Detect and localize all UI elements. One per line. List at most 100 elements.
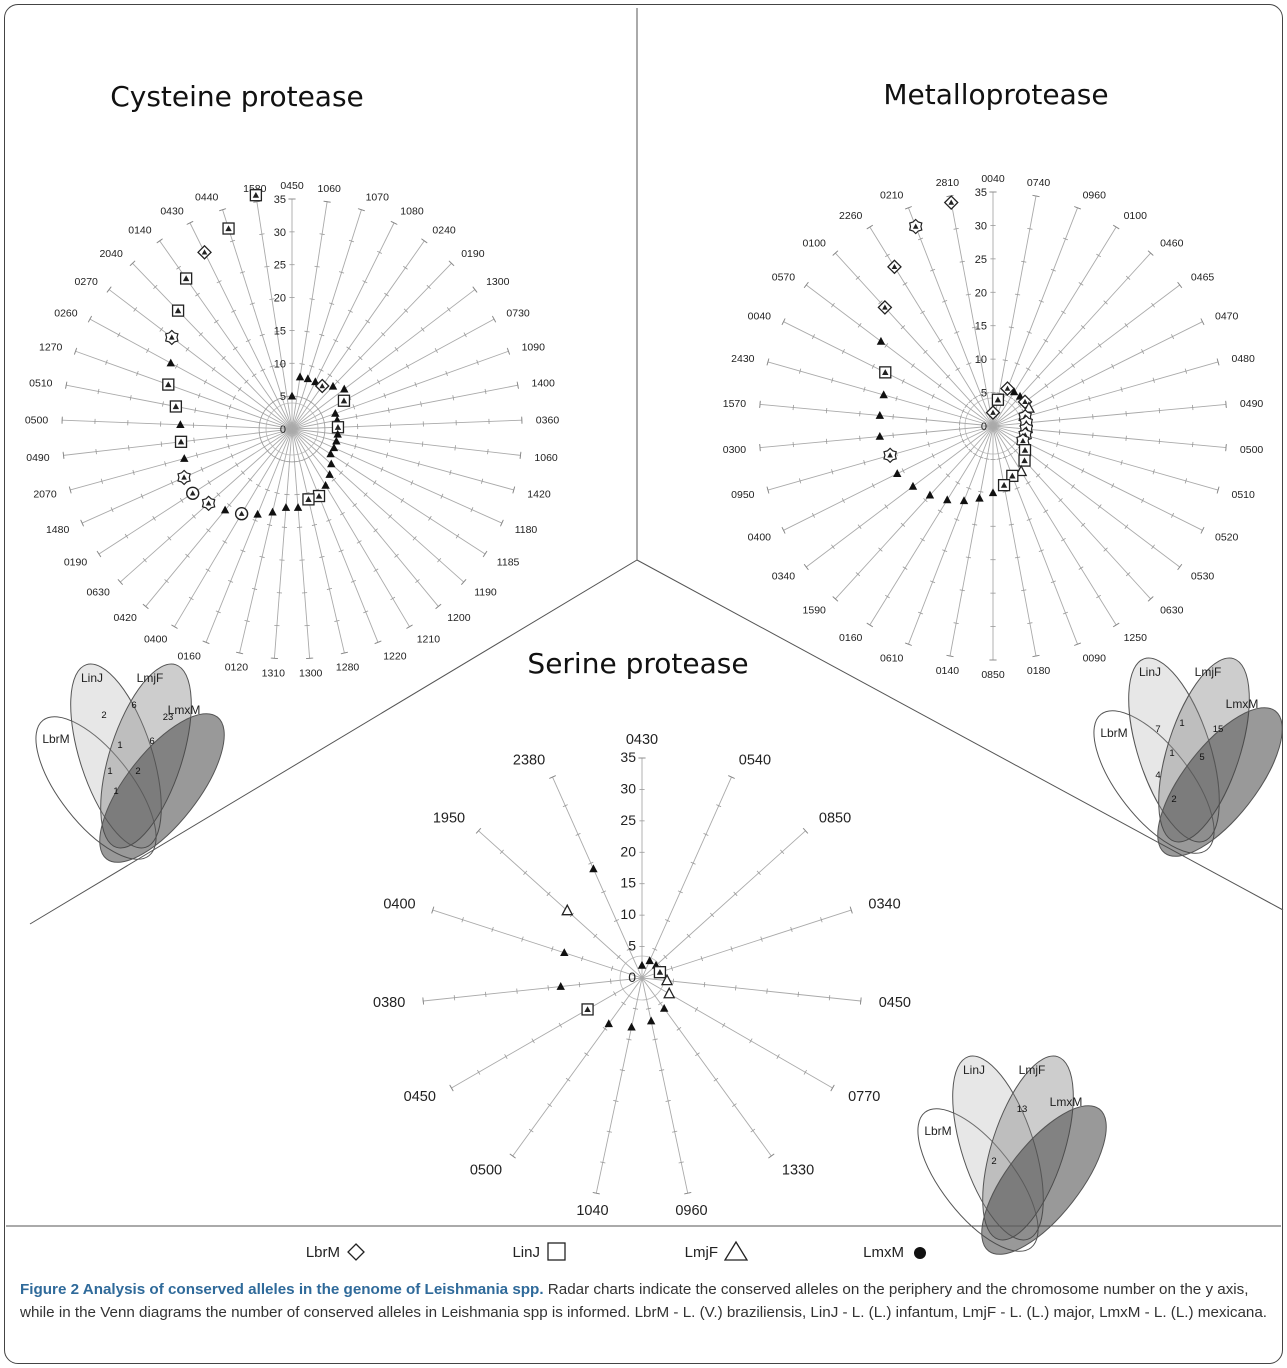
radar-point (879, 366, 892, 379)
radar-tick (299, 396, 305, 399)
radar-axis-tick: 25 (620, 812, 636, 828)
radar-tick (264, 488, 270, 492)
radar-tick (403, 265, 408, 270)
venn-set-label: LmxM (1050, 1095, 1083, 1109)
radar-axis-tick: 0 (280, 424, 286, 436)
radar-point (1018, 444, 1032, 457)
radar-tick (1103, 300, 1108, 305)
venn-set-label: LbrM (42, 732, 69, 746)
radar-spoke (641, 977, 689, 1194)
radar-tick (1050, 580, 1056, 584)
radar-tick (831, 469, 834, 475)
radar-axis-tick: 30 (274, 227, 286, 239)
radar-tick (434, 348, 438, 353)
radar-point (560, 948, 569, 957)
radar-category-label: 1185 (497, 557, 520, 569)
radar-point (220, 505, 230, 514)
radar-spoke-cap (592, 1192, 600, 1195)
radar-category-label: 0570 (772, 272, 796, 284)
radar-spoke-cap (1200, 526, 1205, 534)
radar-tick (146, 348, 150, 353)
radar-spoke-cap (866, 224, 874, 230)
radar-tick (453, 995, 456, 1001)
radar-tick (380, 332, 386, 337)
radar-tick (1051, 453, 1055, 459)
radar-point (875, 431, 885, 440)
radar-tick (129, 395, 132, 401)
radar-point (321, 480, 330, 489)
radar-tick (368, 366, 373, 372)
radar-spoke-cap (340, 651, 349, 655)
radar-spoke-cap (80, 519, 85, 527)
radar-spoke-cap (802, 827, 809, 834)
radar-tick (652, 947, 658, 951)
figure-canvas: 0450 106010701080024001901300073010901400… (6, 8, 1284, 1261)
radar-category-label: 0740 (1027, 177, 1051, 189)
radar-tick (260, 368, 266, 372)
radar-tick (323, 430, 326, 436)
venn-set-label: LmjF (1019, 1063, 1046, 1077)
radar-point (162, 378, 175, 391)
radar-tick (1008, 395, 1014, 400)
radar-tick (221, 355, 226, 361)
radar-tick (1014, 487, 1020, 490)
radar-axis-tick: 5 (981, 388, 987, 400)
radar-spoke-cap (448, 260, 455, 267)
radar-tick (124, 533, 129, 539)
radar-category-label: 1330 (782, 1163, 814, 1179)
radar-tick (358, 355, 363, 361)
radar-tick (389, 437, 391, 443)
radar-tick (268, 452, 274, 457)
radar-tick (311, 523, 318, 526)
radar-tick (354, 443, 357, 450)
radar-spoke (205, 428, 293, 643)
radar-spoke (641, 977, 772, 1157)
radar-point (556, 982, 565, 990)
radar-tick (703, 833, 709, 836)
figure-frame (4, 4, 1283, 1364)
radar-tick (972, 395, 978, 400)
radar-point (314, 378, 330, 394)
radar-tick (584, 1052, 589, 1057)
radar-tick (1184, 478, 1188, 484)
radar-tick (348, 239, 355, 243)
radar-point (663, 986, 676, 999)
radar-tick (304, 398, 310, 402)
radar-tick (206, 528, 211, 533)
radar-category-label: 0160 (839, 632, 863, 644)
radar-tick (312, 403, 317, 408)
radar-tick (523, 870, 528, 876)
radar-spoke-cap (202, 640, 210, 645)
radar-tick (1027, 622, 1033, 625)
radar-spoke-cap (1032, 654, 1040, 658)
radar-tick (167, 536, 172, 541)
radar-spoke-cap (106, 286, 112, 293)
radar-tick (663, 954, 668, 960)
radar-tick (365, 319, 370, 324)
radar-tick (1097, 343, 1102, 348)
cysteine-radar: 0450 1060 1070 1080 0240 0190 1300 0730 1090 1400… (25, 180, 559, 679)
radar-tick (927, 441, 930, 447)
radar-spoke (291, 350, 509, 430)
radar-point (875, 411, 885, 419)
radar-tick (710, 912, 715, 918)
radar-spoke (256, 201, 293, 430)
radar-tick (672, 1130, 678, 1133)
radar-tick (373, 568, 379, 572)
radar-tick (269, 365, 275, 368)
radar-tick (945, 374, 951, 379)
radar-tick (331, 477, 337, 482)
metallo-title: Metalloprotease (883, 78, 1108, 111)
radar-tick (863, 386, 866, 393)
radar-category-label: 0210 (880, 190, 904, 202)
radar-point (332, 436, 341, 445)
radar-tick (942, 300, 948, 303)
radar-spoke-cap (516, 381, 519, 389)
radar-spoke-cap (406, 624, 413, 629)
radar-spoke (75, 350, 293, 430)
radar-tick (900, 522, 906, 527)
venn-set-label: LbrM (924, 1124, 951, 1138)
radar-tick (790, 926, 793, 933)
radar-tick (194, 407, 197, 413)
radar-tick (1027, 227, 1033, 230)
